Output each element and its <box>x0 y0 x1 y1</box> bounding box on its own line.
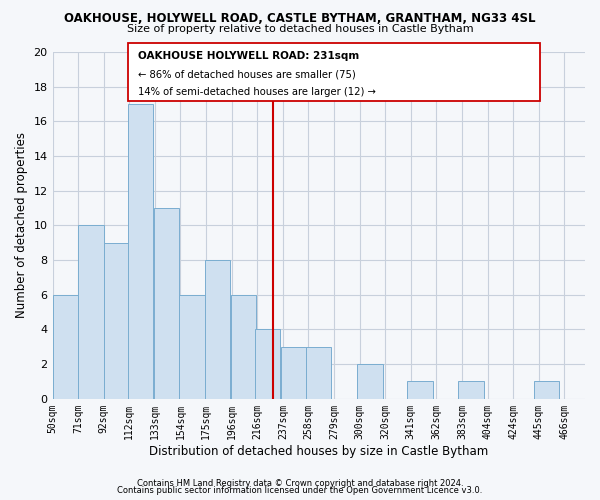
Bar <box>128 104 154 399</box>
Text: 14% of semi-detached houses are larger (12) →: 14% of semi-detached houses are larger (… <box>138 87 376 97</box>
Text: Contains HM Land Registry data © Crown copyright and database right 2024.: Contains HM Land Registry data © Crown c… <box>137 478 463 488</box>
Bar <box>53 295 78 399</box>
Bar <box>154 208 179 399</box>
Bar <box>179 295 205 399</box>
Text: ← 86% of detached houses are smaller (75): ← 86% of detached houses are smaller (75… <box>138 70 356 80</box>
Y-axis label: Number of detached properties: Number of detached properties <box>15 132 28 318</box>
Bar <box>458 382 484 399</box>
Text: OAKHOUSE, HOLYWELL ROAD, CASTLE BYTHAM, GRANTHAM, NG33 4SL: OAKHOUSE, HOLYWELL ROAD, CASTLE BYTHAM, … <box>64 12 536 26</box>
Bar <box>79 226 104 399</box>
Bar <box>534 382 559 399</box>
X-axis label: Distribution of detached houses by size in Castle Bytham: Distribution of detached houses by size … <box>149 444 488 458</box>
Bar <box>358 364 383 399</box>
Bar <box>281 347 306 399</box>
FancyBboxPatch shape <box>128 44 540 100</box>
Bar <box>205 260 230 399</box>
Bar <box>255 330 280 399</box>
Bar <box>230 295 256 399</box>
Text: Size of property relative to detached houses in Castle Bytham: Size of property relative to detached ho… <box>127 24 473 34</box>
Text: OAKHOUSE HOLYWELL ROAD: 231sqm: OAKHOUSE HOLYWELL ROAD: 231sqm <box>138 52 359 62</box>
Bar <box>407 382 433 399</box>
Text: Contains public sector information licensed under the Open Government Licence v3: Contains public sector information licen… <box>118 486 482 495</box>
Bar <box>104 243 129 399</box>
Bar <box>306 347 331 399</box>
